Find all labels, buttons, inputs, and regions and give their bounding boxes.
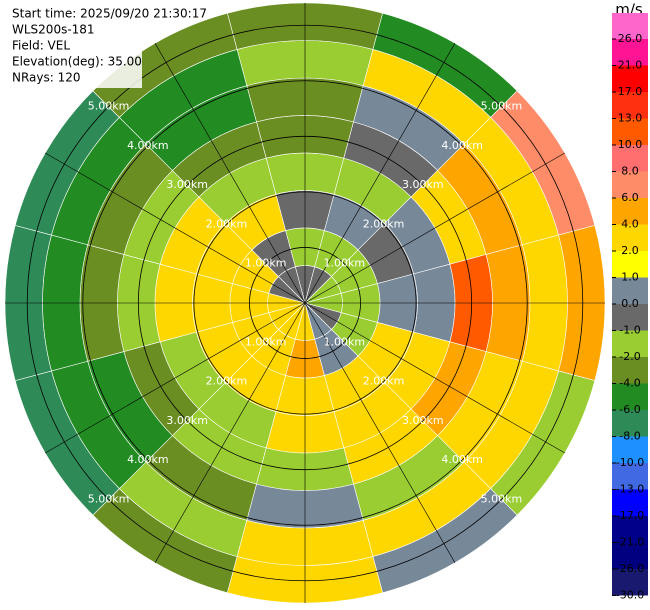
- range-label: 1.00km: [245, 257, 287, 270]
- colorbar-label: -4.0: [619, 377, 640, 390]
- info-line: NRays: 120: [12, 71, 81, 85]
- range-label: 1.00km: [245, 335, 287, 348]
- range-label: 5.00km: [88, 492, 130, 505]
- info-line: Field: VEL: [12, 39, 70, 53]
- colorbar-label: -1.0: [619, 324, 640, 337]
- colorbar-label: -2.0: [619, 350, 640, 363]
- colorbar-segment: [612, 251, 648, 278]
- range-ring: [249, 247, 361, 359]
- colorbar-label: 10.0: [618, 138, 643, 151]
- spoke-line: [154, 43, 306, 304]
- spoke-line: [304, 302, 456, 563]
- colorbar-label: 0.0: [621, 297, 639, 310]
- range-label: 4.00km: [127, 139, 169, 152]
- range-label: 2.00km: [206, 217, 248, 230]
- ppi-plot: [4, 2, 606, 604]
- range-ring: [193, 191, 417, 415]
- colorbar-label: 8.0: [621, 165, 639, 178]
- colorbar-label: 1.0: [621, 271, 639, 284]
- range-label: 2.00km: [363, 375, 405, 388]
- spoke-line: [304, 302, 565, 454]
- colorbar-label: -21.0: [616, 536, 644, 549]
- colorbar-label: -6.0: [619, 403, 640, 416]
- colorbar-segment: [612, 569, 648, 596]
- colorbar-cap: [612, 13, 648, 39]
- colorbar-label: -17.0: [616, 509, 644, 522]
- spoke-line: [45, 302, 306, 454]
- range-label: 5.00km: [88, 100, 130, 113]
- colorbar-segment: [612, 277, 648, 304]
- colorbar-segment: [612, 39, 648, 66]
- range-label: 1.00km: [323, 335, 365, 348]
- colorbar-segment: [612, 357, 648, 384]
- colorbar-segment: [612, 145, 648, 172]
- colorbar-segment: [612, 65, 648, 92]
- colorbar-segment: [612, 436, 648, 463]
- colorbar-segment: [612, 224, 648, 251]
- range-label: 4.00km: [441, 139, 483, 152]
- colorbar-label: 6.0: [621, 191, 639, 204]
- range-label: 4.00km: [127, 453, 169, 466]
- colorbar-segment: [612, 383, 648, 410]
- range-label: 3.00km: [166, 178, 208, 191]
- spoke-line: [304, 43, 456, 304]
- range-label: 5.00km: [481, 492, 523, 505]
- range-ring: [137, 135, 473, 471]
- spoke-line: [45, 152, 306, 304]
- overlay: 1.00km 1.00km 1.00km 1.00km 2.00km 2.00km 2.00…: [5, 3, 605, 603]
- colorbar-label: 26.0: [618, 32, 643, 45]
- colorbar-label: 13.0: [618, 112, 643, 125]
- range-ring: [82, 80, 528, 526]
- range-label: 3.00km: [166, 414, 208, 427]
- colorbar-label: -8.0: [619, 430, 640, 443]
- colorbar-label: 2.0: [621, 244, 639, 257]
- info-line: WLS200s-181: [12, 23, 95, 37]
- range-label: 5.00km: [481, 100, 523, 113]
- colorbar-label: 21.0: [618, 59, 643, 72]
- colorbar-label: 4.0: [621, 218, 639, 231]
- spoke-line: [304, 152, 565, 304]
- colorbar-segment: [612, 489, 648, 516]
- colorbar-label: -10.0: [616, 456, 644, 469]
- range-label: 1.00km: [323, 257, 365, 270]
- colorbar-segment: [612, 516, 648, 543]
- colorbar-segment: [612, 92, 648, 119]
- info-line: Elevation(deg): 35.00: [12, 55, 142, 69]
- colorbar-segment: [612, 330, 648, 357]
- colorbar-segment: [612, 171, 648, 198]
- range-label: 3.00km: [402, 414, 444, 427]
- colorbar-label: -13.0: [616, 483, 644, 496]
- colorbar-segment: [612, 410, 648, 437]
- info-line: Start time: 2025/09/20 21:30:17: [12, 7, 207, 21]
- colorbar-segment: [612, 118, 648, 145]
- info-background: [10, 4, 142, 88]
- range-ring: [26, 24, 584, 582]
- colorbar-segment: [612, 542, 648, 569]
- range-label: 2.00km: [206, 375, 248, 388]
- colorbar-segment: [612, 463, 648, 490]
- colorbar-label: 17.0: [618, 85, 643, 98]
- range-label: 2.00km: [363, 217, 405, 230]
- spoke-line: [154, 302, 306, 563]
- range-label: 4.00km: [441, 453, 483, 466]
- colorbar-segment: [612, 198, 648, 225]
- colorbar-label: -26.0: [616, 562, 644, 575]
- colorbar-segment: [612, 304, 648, 331]
- colorbar-label: -30.0: [616, 589, 644, 602]
- range-label: 3.00km: [402, 178, 444, 191]
